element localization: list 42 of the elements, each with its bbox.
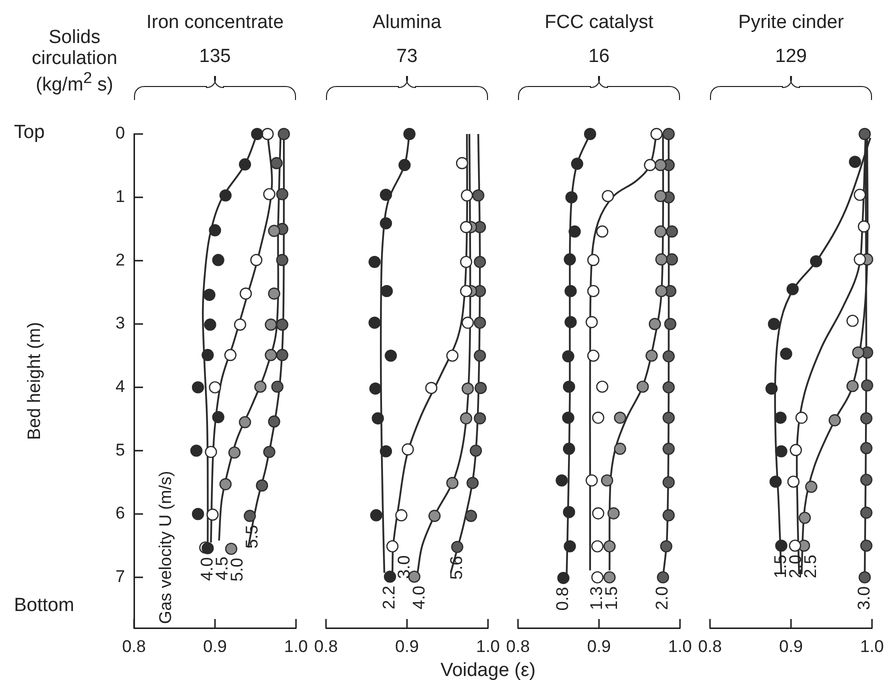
x-tick-label: 1.0 [476, 637, 500, 656]
y-tick-label: 5 [116, 440, 125, 460]
chart-title: Iron concentrate [145, 12, 285, 34]
y-tick-label: 1 [116, 187, 125, 206]
chart-subtitle: 73 [395, 46, 419, 68]
y-tick-label: 3 [116, 314, 125, 333]
y-tick-label: 4 [116, 377, 125, 396]
text: Bottom [14, 595, 74, 617]
text: Top [14, 122, 45, 144]
x-tick-label: 0.9 [586, 637, 612, 657]
chart-title: FCC catalyst [544, 12, 654, 34]
legend-title: Gas velocity U (m/s) [156, 470, 176, 624]
text: 0.8 [553, 586, 572, 611]
text: 3.0 [394, 555, 414, 579]
y-tick-label: 0 [116, 124, 125, 143]
text: 2.2 [380, 586, 399, 610]
y-tick-label: 6 [116, 504, 125, 523]
x-tick-label: 0.9 [202, 637, 228, 657]
x-tick-label: 1.0 [859, 637, 885, 657]
text: 5.6 [446, 556, 466, 580]
text: 5.5 [242, 524, 262, 549]
text: 2.0 [652, 586, 672, 610]
chart-subtitle: 135 [198, 46, 232, 68]
x-tick-label: 0.9 [778, 637, 804, 657]
x-tick-label: 1.0 [284, 637, 308, 656]
x-tick-label: 0.8 [121, 637, 147, 657]
y-tick-label: 2 [116, 250, 125, 270]
x-tick-label: 0.9 [394, 637, 420, 657]
text: 4.0 [410, 586, 429, 610]
chart-title: Alumina [372, 12, 442, 34]
x-tick-label: 0.8 [698, 637, 722, 656]
text: 3.0 [854, 586, 874, 610]
chart-subtitle: 129 [774, 46, 808, 68]
text: Solids circulation (kg/m$^{2}$ s) [30, 27, 118, 96]
x-tick-label: 0.8 [506, 637, 530, 656]
y-axis-title: Bed height (m) [24, 322, 44, 440]
y-tick-label: 7 [116, 567, 125, 586]
chart-subtitle: 16 [587, 46, 611, 68]
x-axis-title: Voidage (ε) [439, 660, 537, 680]
x-tick-label: 0.8 [314, 637, 338, 656]
chart-title: Pyrite cinder [737, 12, 845, 34]
x-tick-label: 1.0 [668, 637, 692, 656]
